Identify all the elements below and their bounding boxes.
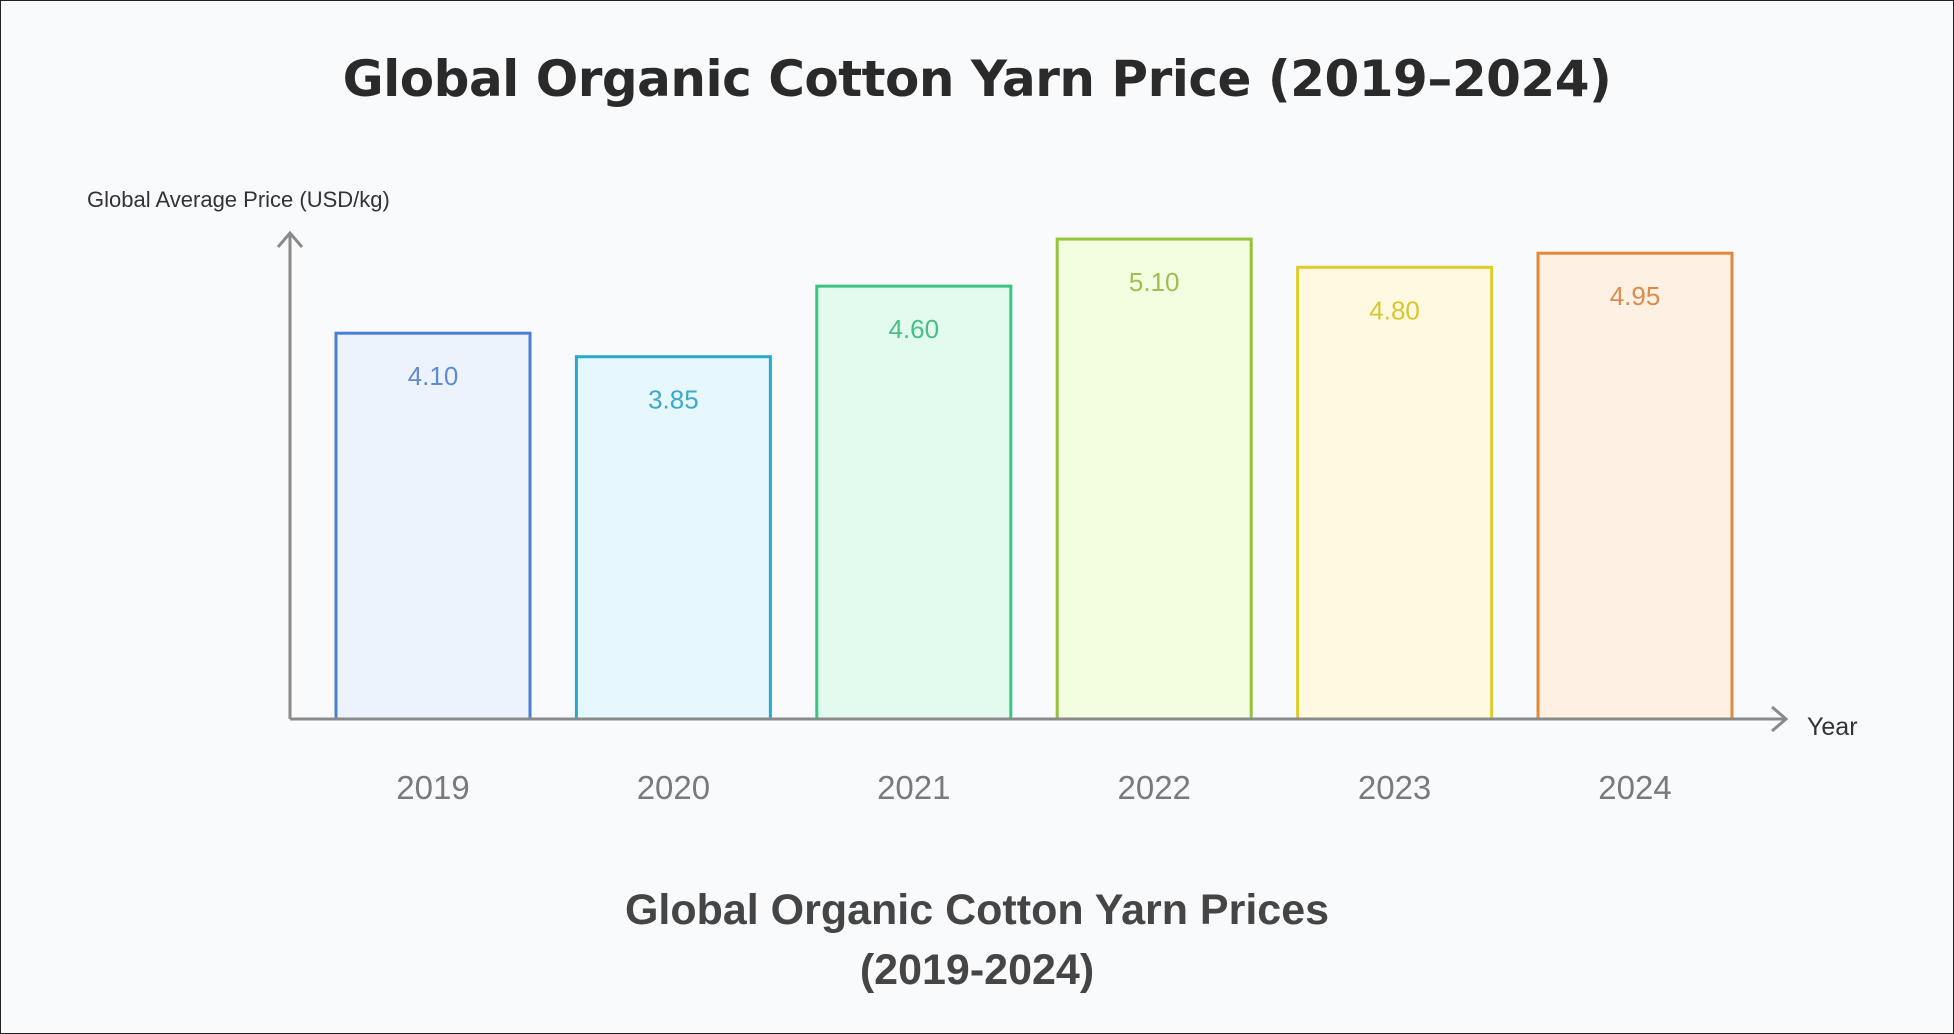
bar-2023 [1296, 265, 1494, 721]
bar-2021 [815, 284, 1013, 721]
caption-line-2: (2019-2024) [859, 946, 1095, 994]
data-label-2019: 4.10 [408, 361, 459, 391]
chart-title: Global Organic Cotton Yarn Price (2019–2… [342, 50, 1612, 108]
x-tick-label-2023: 2023 [1358, 769, 1431, 806]
bar-2024 [1536, 251, 1734, 721]
x-axis-arrow-icon [1771, 705, 1789, 733]
bar-2022 [1055, 237, 1253, 721]
data-label-2024: 4.95 [1610, 281, 1661, 311]
bar-2020 [574, 355, 772, 721]
data-label-2023: 4.80 [1369, 295, 1420, 325]
y-axis-label: Global Average Price (USD/kg) [87, 187, 390, 212]
data-label-2021: 4.60 [888, 314, 939, 344]
x-tick-label-2019: 2019 [396, 769, 469, 806]
x-tick-label-2020: 2020 [637, 769, 710, 806]
caption-line-1: Global Organic Cotton Yarn Prices [624, 886, 1330, 934]
data-label-2020: 3.85 [648, 385, 699, 415]
x-tick-label-2021: 2021 [877, 769, 950, 806]
y-axis-arrow-icon [276, 230, 304, 248]
x-tick-label-2022: 2022 [1117, 769, 1190, 806]
x-tick-label-2024: 2024 [1598, 769, 1671, 806]
bar-2019 [334, 331, 532, 721]
chart-caption: Global Organic Cotton Yarn Prices (2019-… [0, 880, 1954, 1000]
x-axis-label: Year [1807, 713, 1858, 741]
data-label-2022: 5.10 [1129, 267, 1180, 297]
